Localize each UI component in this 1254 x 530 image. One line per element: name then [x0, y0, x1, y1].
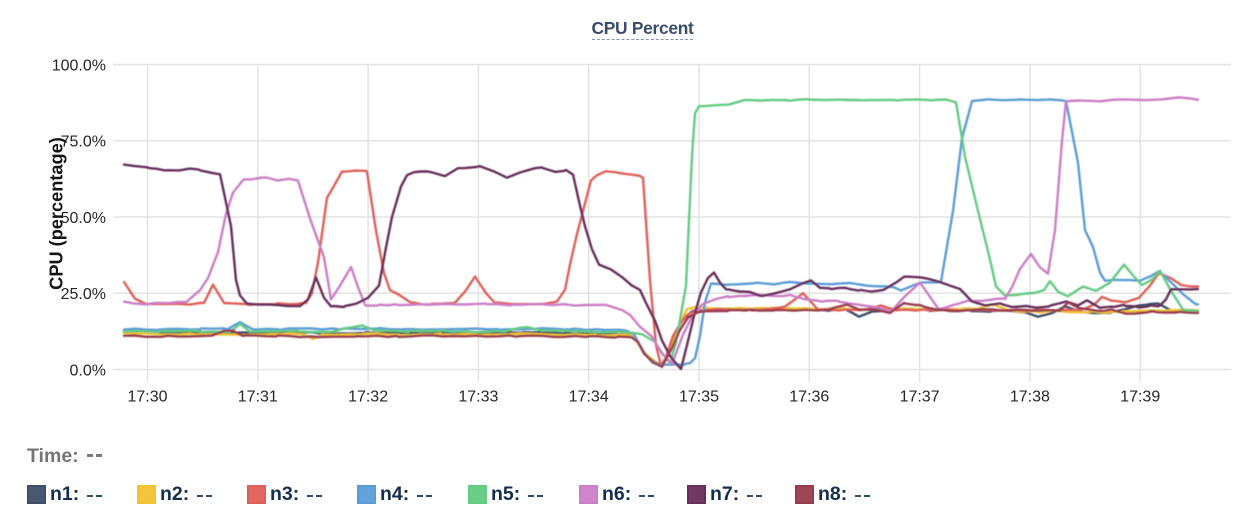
svg-text:17:39: 17:39 [1120, 389, 1160, 406]
svg-text:100.0%: 100.0% [52, 57, 106, 74]
svg-text:17:31: 17:31 [238, 389, 278, 406]
svg-text:17:34: 17:34 [569, 389, 609, 406]
svg-text:75.0%: 75.0% [61, 134, 106, 151]
svg-text:17:38: 17:38 [1010, 389, 1050, 406]
svg-text:50.0%: 50.0% [61, 210, 106, 227]
svg-text:0.0%: 0.0% [70, 362, 106, 379]
svg-text:17:30: 17:30 [127, 389, 167, 406]
svg-text:17:36: 17:36 [789, 389, 829, 406]
svg-text:17:32: 17:32 [348, 389, 388, 406]
svg-text:25.0%: 25.0% [61, 286, 106, 303]
svg-text:17:35: 17:35 [679, 389, 719, 406]
svg-text:17:33: 17:33 [458, 389, 498, 406]
svg-text:17:37: 17:37 [900, 389, 940, 406]
